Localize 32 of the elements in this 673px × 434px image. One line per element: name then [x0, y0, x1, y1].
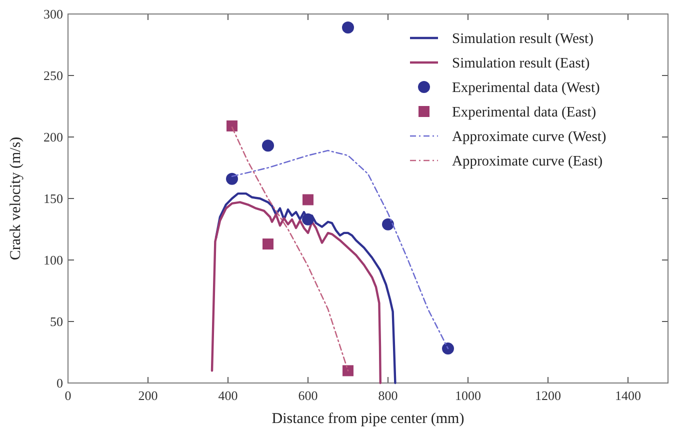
legend-label: Approximate curve (West) [452, 129, 606, 145]
y-tick-label: 0 [56, 376, 63, 390]
point [226, 172, 238, 185]
x-axis-title: Distance from pipe center (mm) [272, 411, 464, 427]
x-tick-label: 400 [218, 388, 238, 403]
point [262, 238, 274, 250]
y-axis-title: Crack velocity (m/s) [8, 136, 24, 260]
x-tick-label: 1200 [535, 388, 561, 403]
y-tick-label: 150 [44, 191, 63, 206]
x-tick-label: 200 [138, 388, 158, 403]
x-tick-label: 800 [378, 388, 398, 403]
x-tick-label: 600 [298, 388, 318, 403]
point [302, 194, 314, 206]
y-tick-label: 100 [44, 252, 63, 268]
point [302, 213, 314, 226]
point [262, 140, 274, 152]
point [342, 365, 354, 376]
legend-label: Experimental data (East) [452, 104, 596, 120]
x-tick-label: 1000 [455, 388, 481, 403]
point [226, 120, 238, 132]
legend-label: Simulation result (West) [452, 31, 594, 47]
legend-label: Approximate curve (East) [452, 154, 603, 170]
x-tick-label: 1400 [615, 388, 641, 403]
point [342, 22, 354, 34]
y-tick-label: 300 [44, 6, 63, 22]
y-tick-label: 200 [44, 130, 63, 144]
legend-label: Experimental data (West) [452, 80, 600, 96]
y-tick-label: 250 [44, 68, 63, 83]
legend-label: Simulation result (East) [452, 56, 590, 72]
y-tick-label: 50 [50, 314, 63, 329]
point [442, 342, 454, 355]
point [382, 218, 394, 230]
